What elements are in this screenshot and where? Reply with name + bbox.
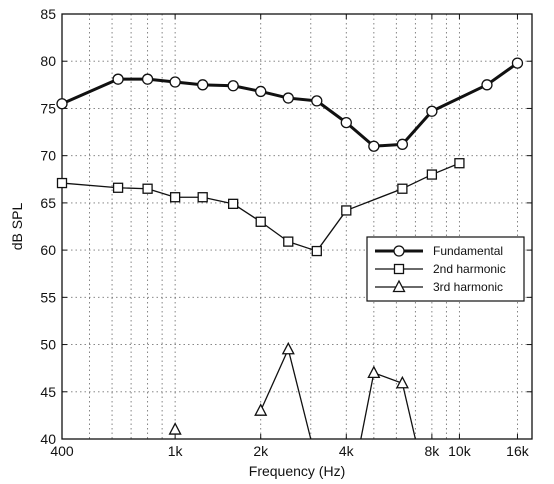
x-tick-label-2k: 2k xyxy=(253,443,269,459)
legend-entry-2nd-harmonic: 2nd harmonic xyxy=(375,262,506,276)
data-point-fundamental xyxy=(368,140,380,152)
x-tick-label-16k: 16k xyxy=(506,443,530,459)
data-point-2nd-harmonic xyxy=(283,236,294,247)
series-fundamental xyxy=(56,57,524,152)
data-point-fundamental xyxy=(112,73,124,85)
x-axis-label: Frequency (Hz) xyxy=(249,463,345,479)
legend: Fundamental 2nd harmonic 3rd harmonic xyxy=(366,236,525,302)
series-3rd-harmonic xyxy=(168,341,417,440)
y-tick-label-40: 40 xyxy=(40,431,56,447)
data-point-2nd-harmonic xyxy=(341,205,352,216)
data-point-fundamental xyxy=(255,85,267,98)
data-point-fundamental xyxy=(511,57,524,69)
data-point-2nd-harmonic xyxy=(197,192,208,203)
data-point-fundamental xyxy=(197,79,209,91)
data-point-fundamental xyxy=(481,79,493,91)
legend-marker-2nd-harmonic xyxy=(393,263,405,275)
data-point-2nd-harmonic xyxy=(454,158,465,169)
x-tick-label-1k: 1k xyxy=(168,443,184,459)
x-tick-label-10k: 10k xyxy=(448,443,472,459)
data-point-fundamental xyxy=(227,80,239,92)
legend-entry-fundamental: Fundamental xyxy=(375,244,503,258)
data-point-2nd-harmonic xyxy=(426,169,438,180)
data-point-2nd-harmonic xyxy=(169,192,181,203)
legend-label-2nd-harmonic: 2nd harmonic xyxy=(433,262,506,276)
data-point-2nd-harmonic xyxy=(311,245,322,257)
data-point-3rd-harmonic xyxy=(254,403,268,416)
legend-label-3rd-harmonic: 3rd harmonic xyxy=(433,280,503,294)
data-point-2nd-harmonic xyxy=(142,183,153,194)
data-point-fundamental xyxy=(426,105,438,117)
y-tick-label-50: 50 xyxy=(40,337,56,353)
axis-ticks: 40 45 50 55 60 65 70 75 80 85 400 1k 2k 4k 8k 10k 16k xyxy=(40,6,532,459)
legend-marker-fundamental xyxy=(393,245,405,257)
x-tick-label-8k: 8k xyxy=(424,443,440,459)
y-tick-label-80: 80 xyxy=(40,53,56,69)
y-tick-label-70: 70 xyxy=(40,148,56,164)
data-point-fundamental xyxy=(56,98,68,110)
x-tick-label-400: 400 xyxy=(50,443,74,459)
data-point-2nd-harmonic xyxy=(112,182,124,193)
data-point-2nd-harmonic xyxy=(255,216,266,227)
y-tick-label-60: 60 xyxy=(40,242,56,258)
x-tick-label-4k: 4k xyxy=(339,443,355,459)
data-point-fundamental xyxy=(340,116,352,129)
y-axis-label: dB SPL xyxy=(9,203,25,251)
data-point-3rd-harmonic xyxy=(395,375,409,389)
series-line-3rd-harmonic-2 xyxy=(360,372,417,440)
data-point-fundamental xyxy=(396,138,409,150)
data-point-fundamental xyxy=(141,73,154,85)
data-point-2nd-harmonic xyxy=(397,183,408,194)
y-tick-label-65: 65 xyxy=(40,195,56,211)
legend-marker-3rd-harmonic xyxy=(392,279,406,293)
legend-label-fundamental: Fundamental xyxy=(433,244,503,258)
data-point-3rd-harmonic xyxy=(281,341,295,355)
series-group xyxy=(56,57,524,440)
legend-entry-3rd-harmonic: 3rd harmonic xyxy=(375,279,503,294)
data-point-3rd-harmonic xyxy=(168,422,182,435)
y-tick-label-55: 55 xyxy=(40,289,56,305)
y-tick-label-75: 75 xyxy=(40,100,56,116)
data-point-fundamental xyxy=(282,92,294,104)
data-point-fundamental xyxy=(169,76,181,88)
y-tick-label-45: 45 xyxy=(40,384,56,400)
y-tick-label-85: 85 xyxy=(40,6,56,22)
series-2nd-harmonic xyxy=(56,158,465,257)
plot-frame xyxy=(61,13,533,440)
data-point-fundamental xyxy=(311,95,323,107)
data-point-2nd-harmonic xyxy=(228,198,239,209)
data-point-2nd-harmonic xyxy=(56,177,68,189)
data-point-3rd-harmonic xyxy=(367,365,381,379)
